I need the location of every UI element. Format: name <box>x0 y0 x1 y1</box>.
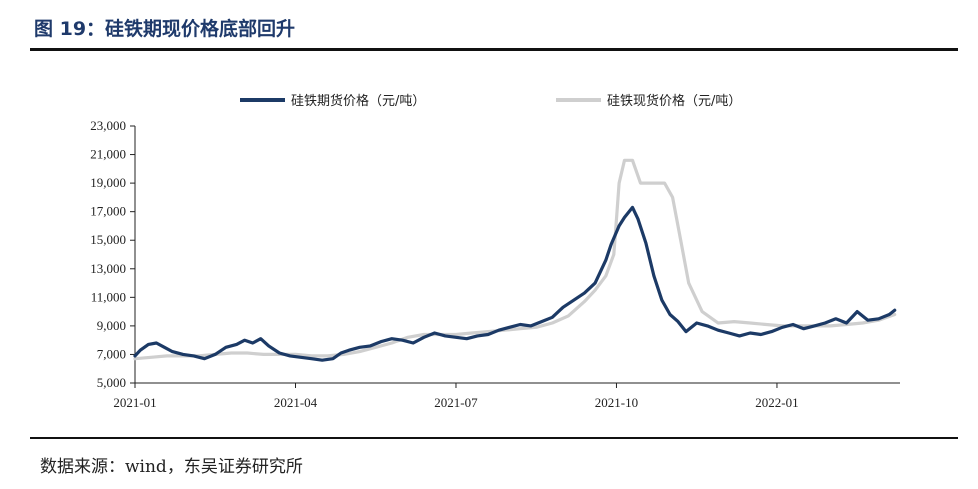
x-axis: 2021-01 2021-04 2021-07 2021-10 2022-01 <box>113 382 900 410</box>
y-tick-label: 5,000 <box>97 375 126 390</box>
legend-futures: 硅铁期货价格（元/吨） <box>240 93 425 109</box>
bottom-rule <box>30 437 958 439</box>
y-tick-label: 23,000 <box>90 118 126 133</box>
legend-label: 硅铁现货价格（元/吨） <box>607 93 741 109</box>
y-tick-label: 21,000 <box>90 147 126 162</box>
x-tick-label: 2021-07 <box>434 395 478 410</box>
y-tick-label: 7,000 <box>97 346 126 361</box>
legend-spot: 硅铁现货价格（元/吨） <box>556 93 741 109</box>
series-group <box>133 158 897 362</box>
legend: 硅铁期货价格（元/吨） 硅铁现货价格（元/吨） <box>240 93 741 109</box>
legend-label: 硅铁期货价格（元/吨） <box>291 93 425 109</box>
y-tick-label: 19,000 <box>90 175 126 190</box>
y-tick-label: 13,000 <box>90 261 126 276</box>
x-tick-label: 2021-04 <box>274 395 318 410</box>
y-tick-label: 15,000 <box>90 232 126 247</box>
x-tick-label: 2021-01 <box>113 395 156 410</box>
y-tick-label: 9,000 <box>97 318 126 333</box>
x-tick-label: 2021-10 <box>595 395 638 410</box>
y-axis: 5,000 7,000 9,000 11,000 13,000 15,000 17,000 1… <box>90 118 136 390</box>
y-tick-label: 17,000 <box>90 204 126 219</box>
source-note: 数据来源：wind，东吴证券研究所 <box>40 457 303 477</box>
series-line-futures <box>133 205 897 362</box>
x-tick-label: 2022-01 <box>755 395 798 410</box>
top-rule <box>30 48 958 51</box>
y-tick-label: 11,000 <box>91 289 126 304</box>
figure-title: 图 19：硅铁期现价格底部回升 <box>34 18 296 40</box>
